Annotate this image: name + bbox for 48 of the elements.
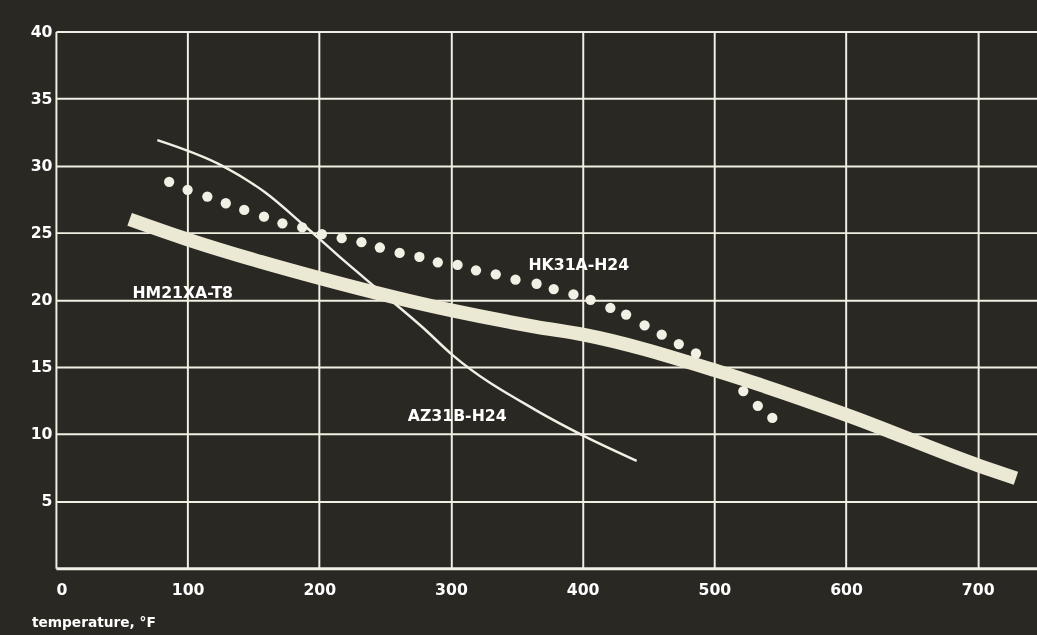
- point: [690, 348, 702, 359]
- point: [767, 412, 778, 424]
- x-tick-label: 500: [698, 580, 732, 600]
- point: [394, 247, 405, 259]
- point: [277, 218, 288, 229]
- point: [470, 265, 482, 276]
- point: [673, 338, 684, 350]
- x-tick-label: 100: [171, 580, 205, 600]
- point: [220, 198, 231, 209]
- y-tick-label: 20: [30, 290, 53, 310]
- y-tick-label: 25: [30, 223, 53, 243]
- point: [316, 228, 328, 240]
- point: [414, 251, 425, 263]
- point: [568, 289, 579, 300]
- point: [239, 204, 250, 216]
- x-tick-label: 400: [566, 580, 600, 600]
- y-tick-label: 30: [30, 156, 53, 176]
- point: [432, 257, 443, 268]
- point: [639, 320, 650, 331]
- point: [656, 329, 667, 340]
- point: [182, 184, 193, 195]
- point: [356, 237, 367, 248]
- point: [510, 274, 521, 285]
- point: [258, 211, 270, 222]
- point: [531, 278, 542, 289]
- x-axis-title: temperature, °F: [31, 613, 156, 630]
- point: [374, 242, 386, 253]
- point: [605, 302, 616, 314]
- point: [490, 269, 501, 280]
- point: [297, 222, 308, 233]
- point: [164, 176, 175, 187]
- x-tick-label: 0: [56, 580, 68, 600]
- point: [585, 294, 596, 305]
- y-tick-label: 35: [30, 88, 53, 108]
- x-tick-label: 300: [435, 580, 468, 600]
- point: [202, 191, 213, 202]
- point: [620, 309, 632, 320]
- y-tick-label: 5: [41, 491, 53, 511]
- point: [452, 259, 463, 271]
- x-tick-label: 600: [830, 580, 863, 600]
- y-tick-label: 15: [30, 357, 53, 377]
- y-tick-label: 10: [30, 424, 53, 444]
- point: [548, 283, 559, 295]
- point: [752, 400, 763, 411]
- x-tick-label: 200: [303, 580, 337, 600]
- point: [738, 385, 749, 397]
- y-tick-label: 40: [30, 21, 53, 41]
- x-tick-label: 700: [961, 580, 995, 600]
